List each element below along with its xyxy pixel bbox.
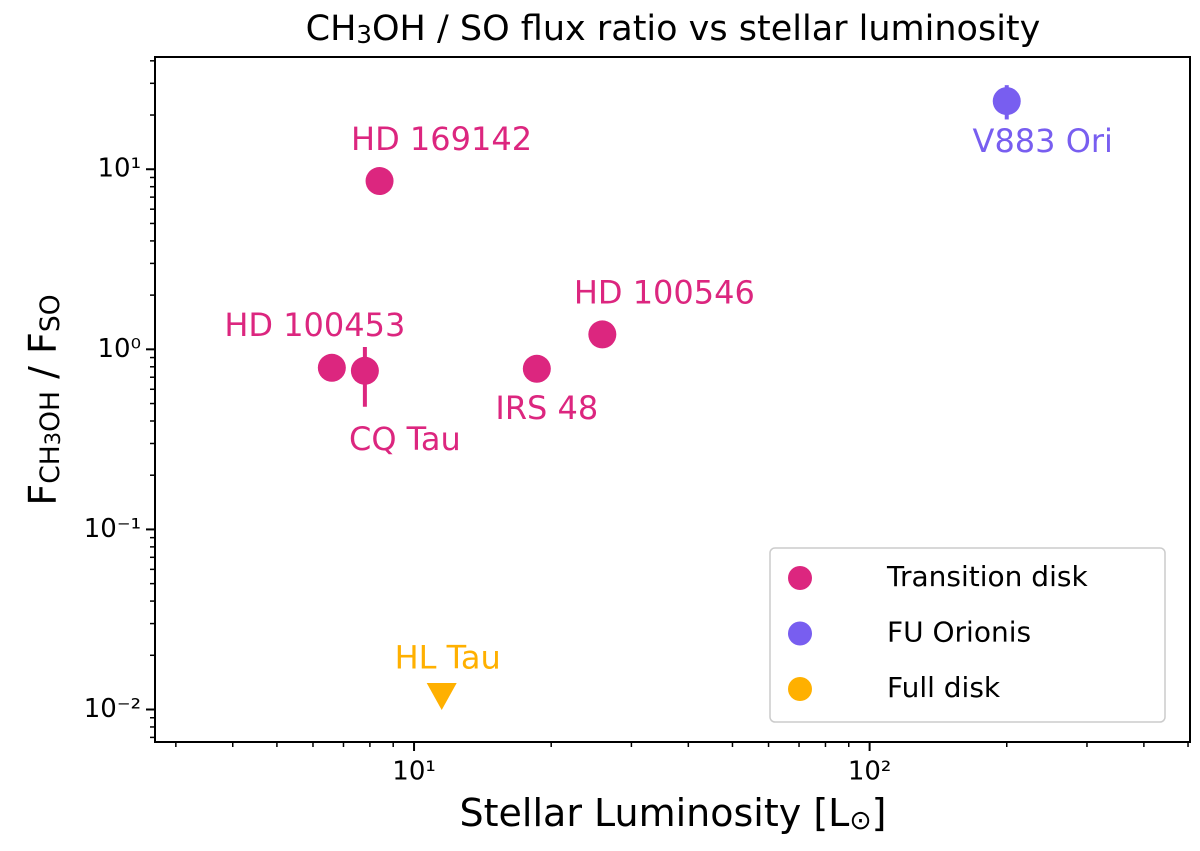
y-tick-label: 10⁻² [84, 694, 141, 724]
text-part: OH / SO flux ratio vs stellar luminosity [372, 9, 1040, 49]
legend-box [769, 547, 1166, 723]
legend-label: Full disk [887, 671, 1001, 704]
marker [365, 167, 394, 196]
chart-title: CH3OH / SO flux ratio vs stellar luminos… [306, 9, 1041, 49]
x-tick-label: 10¹ [392, 757, 436, 787]
text-part: SO [35, 294, 66, 332]
text-part: F [21, 484, 65, 506]
legend-marker [788, 621, 812, 646]
point-label: V883 Ori [973, 122, 1113, 160]
text-part: ] [872, 791, 887, 835]
legend-marker [788, 566, 812, 590]
legend-marker [788, 677, 812, 701]
text-part: 3 [41, 432, 65, 445]
point-label: CQ Tau [349, 420, 461, 458]
y-tick-label: 10⁻¹ [84, 514, 141, 544]
plot-frame [154, 56, 1191, 743]
legend-label: FU Orionis [887, 616, 1031, 649]
text-part: Stellar Luminosity [L [460, 791, 850, 835]
point-label: HD 169142 [351, 120, 532, 158]
point-label: IRS 48 [495, 389, 598, 427]
x-tick-label: 10² [848, 757, 892, 787]
text-part: ⊙ [849, 805, 871, 836]
text-part: CH [306, 9, 357, 49]
text-part: / F [21, 332, 65, 391]
text-part: OH [35, 391, 66, 432]
marker [522, 354, 551, 383]
marker [588, 320, 617, 349]
y-axis-label: FCH3OH / FSO [21, 294, 67, 505]
text-part: CH [35, 445, 66, 484]
marker [317, 353, 346, 382]
point-label: HL Tau [395, 639, 501, 677]
marker [426, 683, 457, 711]
x-axis-label: Stellar Luminosity [L⊙] [460, 791, 887, 837]
point-label: HD 100453 [224, 306, 405, 344]
y-tick-label: 10¹ [97, 154, 141, 184]
marker [992, 87, 1021, 116]
legend-label: Transition disk [886, 560, 1088, 593]
y-tick-label: 10⁰ [97, 334, 141, 364]
marker [350, 356, 379, 385]
point-label: HD 100546 [574, 273, 755, 311]
text-part: 3 [356, 20, 372, 49]
